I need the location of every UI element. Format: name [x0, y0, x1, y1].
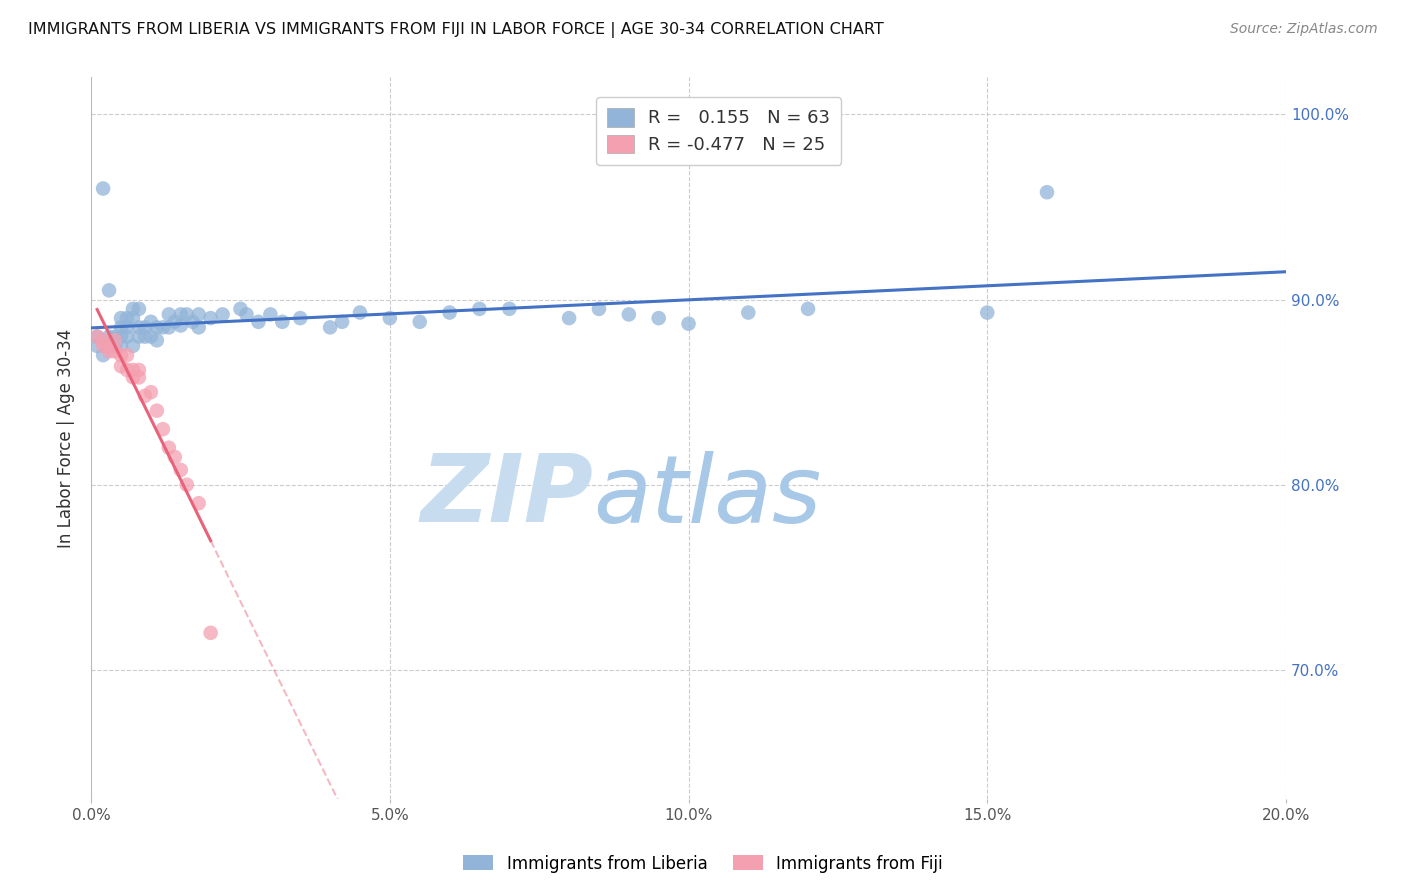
Point: [170, 318, 193, 333]
Point: [98, 339, 121, 353]
Point: [468, 301, 491, 316]
Point: [200, 311, 222, 326]
Point: [128, 363, 150, 377]
Point: [259, 307, 281, 321]
Point: [86, 329, 108, 343]
Point: [110, 348, 132, 362]
Point: [271, 315, 294, 329]
Text: atlas: atlas: [593, 450, 821, 541]
Legend: R =   0.155   N = 63, R = -0.477   N = 25: R = 0.155 N = 63, R = -0.477 N = 25: [596, 97, 841, 165]
Point: [409, 315, 432, 329]
Point: [229, 301, 252, 316]
Point: [235, 307, 257, 321]
Point: [122, 370, 145, 384]
Point: [247, 315, 270, 329]
Point: [86, 329, 108, 343]
Point: [110, 329, 132, 343]
Point: [134, 329, 156, 343]
Point: [330, 315, 353, 329]
Point: [163, 315, 186, 329]
Point: [110, 311, 132, 326]
Point: [128, 370, 150, 384]
Point: [187, 320, 209, 334]
Point: [146, 334, 169, 348]
Point: [152, 320, 174, 334]
Point: [678, 317, 700, 331]
Point: [181, 315, 204, 329]
Point: [104, 344, 127, 359]
Point: [98, 283, 121, 297]
Point: [176, 477, 198, 491]
Point: [91, 339, 114, 353]
Point: [128, 301, 150, 316]
Point: [122, 339, 145, 353]
Point: [319, 320, 342, 334]
Point: [91, 334, 114, 348]
Point: [187, 307, 209, 321]
Point: [104, 339, 127, 353]
Point: [110, 339, 132, 353]
Point: [122, 301, 145, 316]
Point: [157, 307, 180, 321]
Point: [378, 311, 401, 326]
Point: [187, 496, 209, 510]
Point: [139, 329, 162, 343]
Point: [157, 441, 180, 455]
Point: [152, 422, 174, 436]
Point: [115, 329, 138, 343]
Y-axis label: In Labor Force | Age 30-34: In Labor Force | Age 30-34: [58, 329, 75, 548]
Legend: Immigrants from Liberia, Immigrants from Fiji: Immigrants from Liberia, Immigrants from…: [457, 848, 949, 880]
Point: [104, 329, 127, 343]
Point: [1036, 185, 1059, 199]
Point: [617, 307, 640, 321]
Point: [139, 385, 162, 400]
Point: [647, 311, 669, 326]
Point: [976, 305, 998, 319]
Point: [146, 403, 169, 417]
Point: [349, 305, 371, 319]
Point: [110, 359, 132, 374]
Point: [86, 339, 108, 353]
Point: [98, 344, 121, 359]
Point: [176, 307, 198, 321]
Point: [110, 320, 132, 334]
Point: [439, 305, 461, 319]
Point: [170, 463, 193, 477]
Point: [211, 307, 233, 321]
Point: [98, 339, 121, 353]
Point: [91, 348, 114, 362]
Point: [122, 363, 145, 377]
Point: [558, 311, 581, 326]
Point: [200, 625, 222, 640]
Point: [797, 301, 820, 316]
Text: Source: ZipAtlas.com: Source: ZipAtlas.com: [1230, 22, 1378, 37]
Point: [128, 320, 150, 334]
Point: [170, 307, 193, 321]
Point: [146, 320, 169, 334]
Point: [115, 320, 138, 334]
Point: [115, 363, 138, 377]
Point: [157, 320, 180, 334]
Point: [498, 301, 520, 316]
Point: [91, 181, 114, 195]
Point: [163, 450, 186, 464]
Text: ZIP: ZIP: [420, 450, 593, 542]
Point: [115, 348, 138, 362]
Point: [128, 329, 150, 343]
Point: [104, 334, 127, 348]
Point: [98, 329, 121, 343]
Text: IMMIGRANTS FROM LIBERIA VS IMMIGRANTS FROM FIJI IN LABOR FORCE | AGE 30-34 CORRE: IMMIGRANTS FROM LIBERIA VS IMMIGRANTS FR…: [28, 22, 884, 38]
Point: [115, 311, 138, 326]
Point: [588, 301, 610, 316]
Point: [737, 305, 759, 319]
Point: [139, 315, 162, 329]
Point: [134, 320, 156, 334]
Point: [122, 311, 145, 326]
Point: [290, 311, 312, 326]
Point: [134, 389, 156, 403]
